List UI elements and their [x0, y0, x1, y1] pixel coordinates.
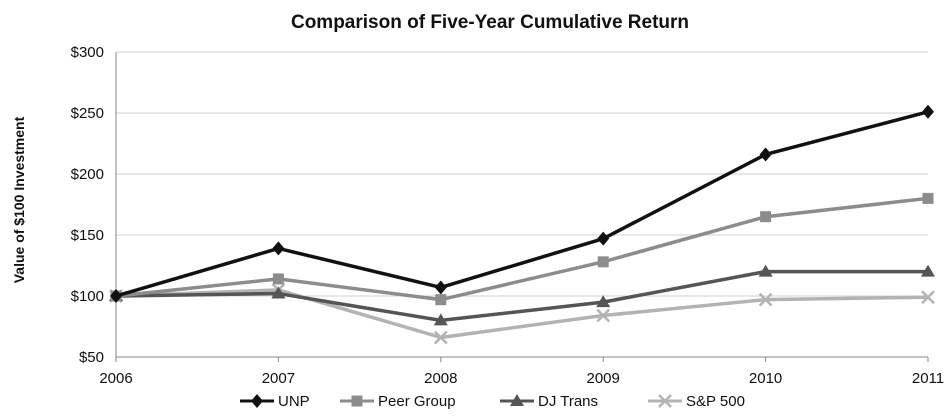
y-tick-label: $50 [79, 349, 104, 366]
y-tick-label: $300 [71, 44, 104, 61]
legend-label: UNP [278, 393, 310, 410]
series-lines [109, 104, 935, 345]
legend-item: DJ Trans [500, 393, 598, 410]
y-axis-label: Value of $100 Investment [11, 116, 27, 283]
data-point [272, 273, 284, 285]
data-point [921, 264, 935, 277]
series-line [115, 269, 928, 323]
data-point [759, 147, 772, 162]
data-point [597, 256, 609, 268]
data-point [596, 308, 611, 323]
y-tick-label: $250 [71, 105, 104, 122]
data-point [272, 241, 285, 256]
data-point [758, 264, 773, 277]
chart-title: Comparison of Five-Year Cumulative Retur… [291, 12, 689, 33]
legend-label: DJ Trans [538, 393, 598, 410]
data-point [110, 289, 122, 303]
y-tick-label: $200 [71, 166, 104, 183]
x-tick-label: 2008 [424, 370, 457, 387]
legend-marker [658, 394, 672, 408]
legend-marker [351, 395, 363, 407]
y-tick-label: $100 [71, 288, 104, 305]
legend-item: S&P 500 [648, 393, 745, 410]
y-tick-label: $150 [71, 227, 104, 244]
series-line [115, 196, 929, 302]
x-tick-label: 2009 [587, 370, 620, 387]
legend-item: UNP [240, 393, 310, 410]
x-tick-labels: 2006 2007 2008 2009 2010 2011 [99, 370, 944, 387]
series-unp [110, 104, 934, 303]
y-tick-labels: $50 $100 $150 $200 $250 $300 [71, 44, 104, 366]
series-dj-trans [109, 264, 935, 326]
x-tick-label: 2011 [912, 370, 944, 387]
x-tick-label: 2010 [749, 370, 782, 387]
data-point [435, 294, 447, 306]
data-point [758, 292, 773, 307]
gridlines [115, 51, 929, 362]
legend-marker [251, 394, 263, 408]
legend: UNP Peer Group DJ Trans S&P 500 [240, 393, 745, 410]
data-point [922, 104, 934, 119]
data-point [922, 192, 934, 204]
data-point [760, 211, 772, 223]
series-peer-group [110, 192, 934, 306]
series-line [115, 110, 929, 298]
data-point [271, 286, 286, 299]
data-point [596, 295, 611, 308]
x-tick-label: 2007 [262, 370, 295, 387]
data-point [434, 280, 447, 295]
series-line [115, 288, 929, 340]
data-point [597, 231, 610, 246]
data-point [433, 313, 448, 326]
legend-item: Peer Group [340, 393, 456, 410]
legend-marker [510, 394, 524, 406]
legend-label: S&P 500 [686, 393, 745, 410]
data-point [433, 330, 448, 345]
x-tick-label: 2006 [99, 370, 132, 387]
data-point [921, 290, 935, 305]
legend-label: Peer Group [378, 393, 456, 410]
